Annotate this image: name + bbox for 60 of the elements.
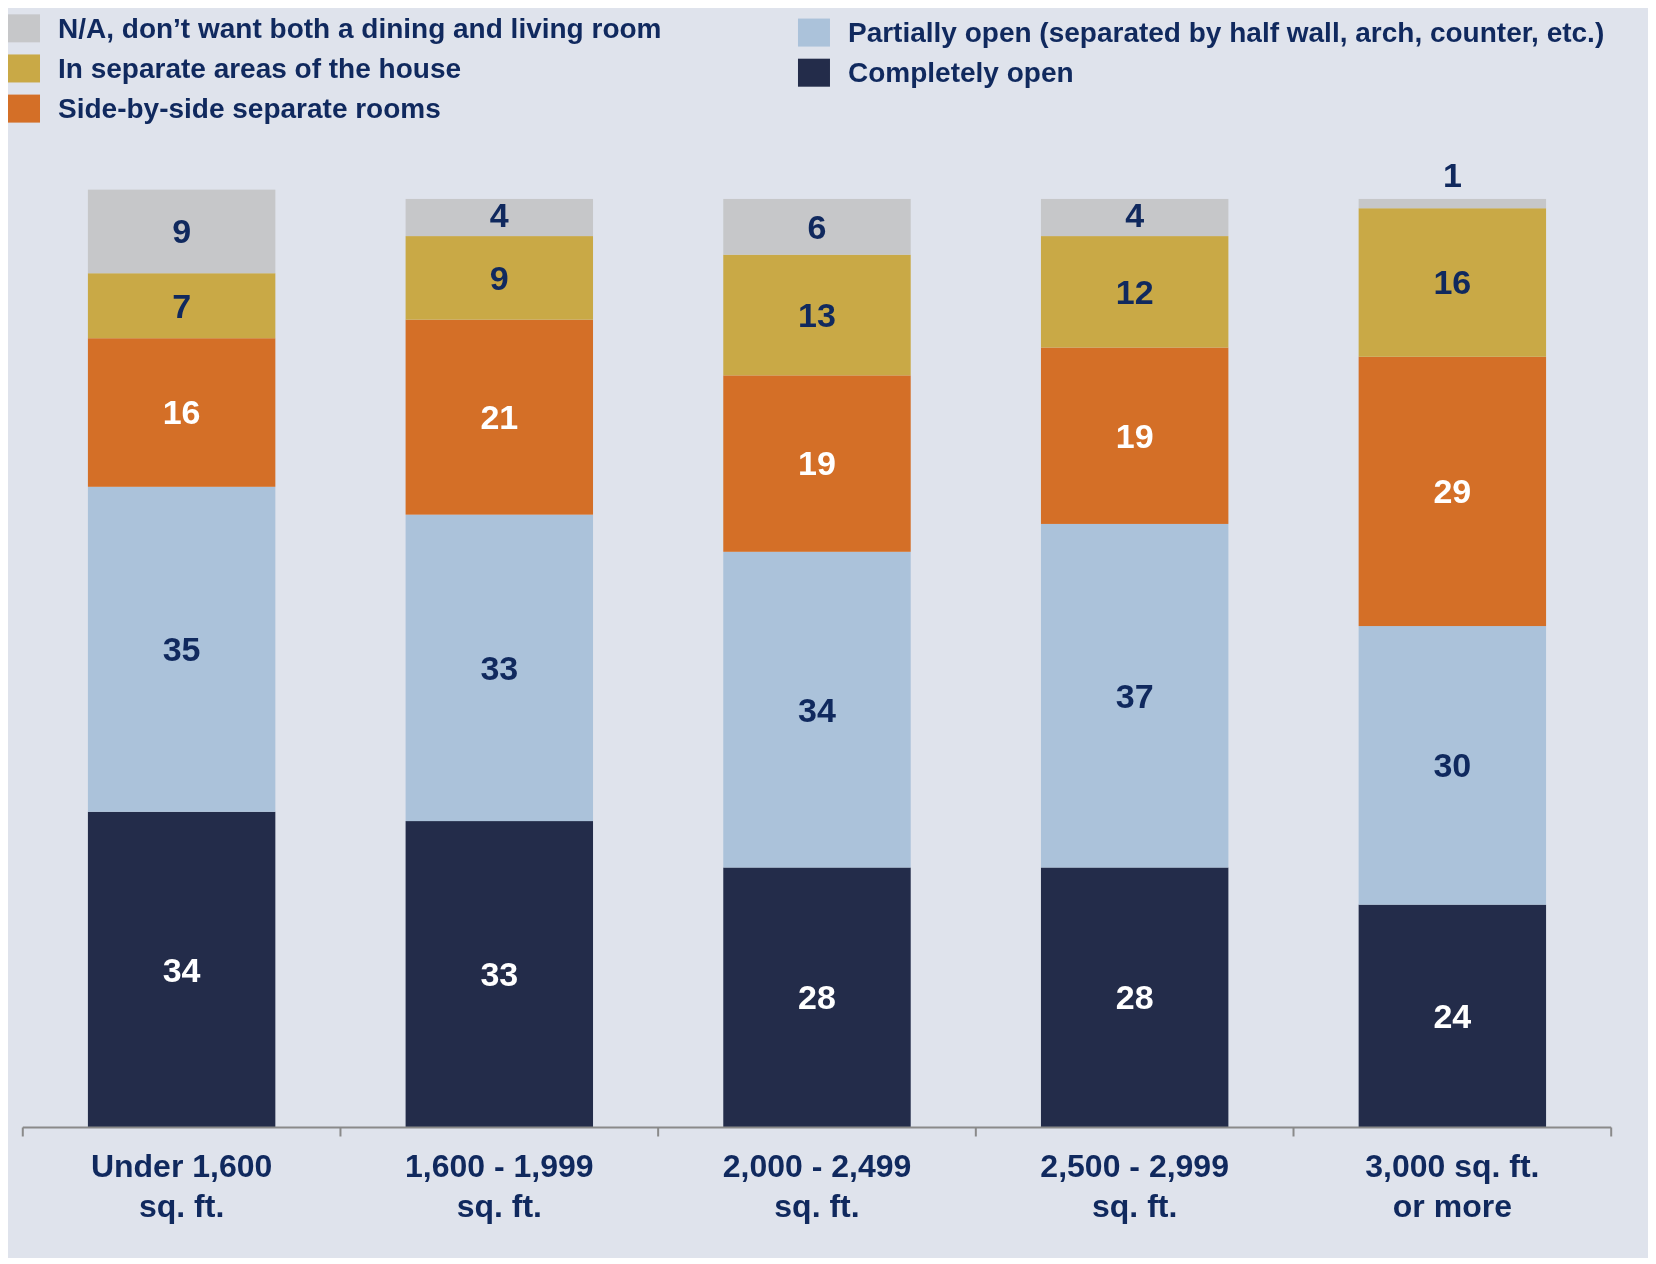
x-tick-label: 1,600 - 1,999 sq. ft. <box>405 1148 594 1225</box>
x-tick-label: Under 1,600 sq. ft. <box>90 1148 273 1225</box>
bar <box>405 236 594 320</box>
bar <box>1040 867 1229 1128</box>
bar <box>405 514 594 822</box>
data-label: 1 <box>1442 155 1462 194</box>
x-tick-label: 3,000 sq. ft. or more <box>1365 1148 1540 1225</box>
legend-label: Completely open <box>847 57 1074 89</box>
bar <box>87 338 276 487</box>
bar <box>1040 236 1229 348</box>
bar <box>87 811 276 1128</box>
x-tick-label: 2,500 - 2,999 sq. ft. <box>1040 1148 1229 1225</box>
bar <box>87 486 276 812</box>
legend-label: In separate areas of the house <box>58 53 462 85</box>
data-label: 4 <box>1125 196 1145 235</box>
bar <box>1358 208 1547 357</box>
bar <box>1358 904 1547 1128</box>
bar <box>723 198 911 255</box>
x-tick-label: 2,000 - 2,499 sq. ft. <box>722 1148 912 1225</box>
data-label: 35 <box>162 630 201 669</box>
data-label: 30 <box>1433 746 1472 785</box>
data-label: 28 <box>798 978 836 1017</box>
data-label: 19 <box>798 444 836 483</box>
bar <box>1358 356 1547 627</box>
legend-label: Partially open (separated by half wall, arch, counter, etc.) <box>847 17 1605 49</box>
data-label: 6 <box>807 207 827 246</box>
legend-label: N/A, don’t want both a dining and living room <box>58 13 662 45</box>
data-label: 16 <box>162 393 201 432</box>
data-label: 33 <box>480 648 519 687</box>
bar <box>87 189 276 274</box>
bar <box>405 821 594 1128</box>
data-label: 7 <box>172 286 192 325</box>
bar <box>723 375 911 552</box>
bar <box>87 273 276 339</box>
data-label: 9 <box>489 258 509 297</box>
data-label: 16 <box>1433 263 1472 302</box>
bar <box>405 198 594 237</box>
bar <box>723 551 911 868</box>
bar <box>723 867 911 1128</box>
data-label: 13 <box>798 295 836 334</box>
bar <box>1040 347 1229 524</box>
data-label: 29 <box>1433 472 1472 511</box>
bar <box>1040 523 1229 868</box>
data-label: 37 <box>1115 676 1154 715</box>
data-label: 24 <box>1433 996 1472 1035</box>
data-label: 19 <box>1115 416 1154 455</box>
bar <box>1358 198 1547 209</box>
data-label: 9 <box>172 212 192 251</box>
bar <box>723 254 911 376</box>
data-label: 4 <box>489 196 509 235</box>
data-label: 34 <box>162 950 201 989</box>
bar <box>1040 198 1229 237</box>
bar <box>405 319 594 515</box>
data-label: 28 <box>1115 978 1154 1017</box>
data-label: 33 <box>480 955 519 994</box>
legend-label: Side-by-side separate rooms <box>58 93 441 125</box>
data-label: 21 <box>480 398 519 437</box>
data-label: 12 <box>1115 272 1154 311</box>
bar <box>1358 626 1547 905</box>
data-label: 34 <box>798 690 836 729</box>
